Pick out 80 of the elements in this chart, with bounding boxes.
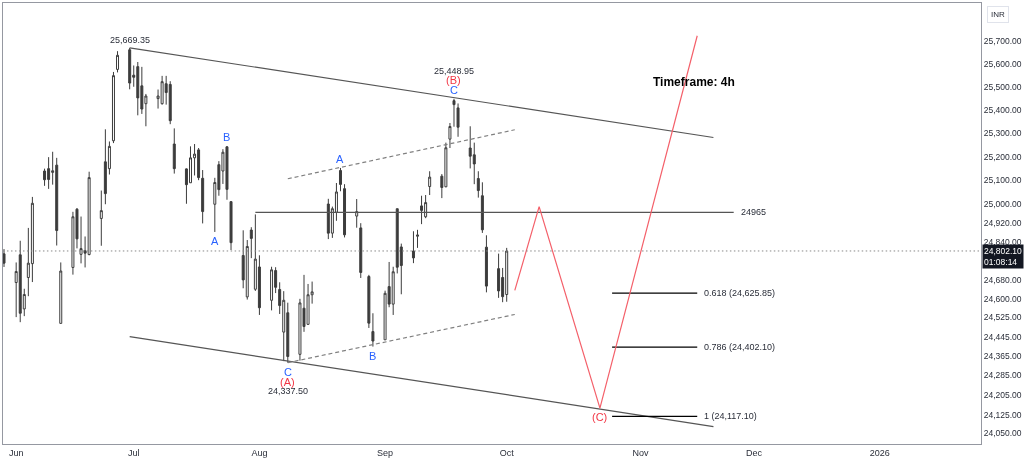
candlestick	[201, 169, 205, 224]
candlestick	[428, 170, 432, 196]
candlestick	[71, 211, 75, 276]
y-tick-label: 24,680.00	[983, 275, 1022, 286]
y-tick-label: 24,285.00	[983, 370, 1022, 381]
y-tick-label: 24,840.00	[983, 236, 1022, 247]
candlestick	[197, 147, 201, 181]
y-tick-label: 25,000.00	[983, 198, 1022, 209]
x-tick-label: Dec	[745, 447, 763, 458]
candlestick	[338, 167, 342, 192]
ref-line-label: 24,802.10 01:08:14	[984, 246, 1023, 268]
annotation: A	[336, 153, 344, 165]
y-tick-label: 24,600.00	[983, 294, 1022, 305]
candlestick	[59, 261, 63, 324]
y-tick-label: 25,700.00	[983, 35, 1022, 46]
candlestick	[47, 156, 51, 190]
candlestick	[128, 47, 132, 90]
candlestick	[3, 248, 6, 268]
annotation: B	[369, 350, 377, 362]
candlestick	[99, 190, 103, 247]
y-tick-label: 24,365.00	[983, 351, 1022, 362]
candlestick	[343, 183, 347, 238]
candlestick	[326, 198, 330, 240]
annotation: (A)	[280, 376, 295, 388]
candlestick	[476, 170, 480, 199]
y-tick-label: 24,050.00	[983, 427, 1022, 438]
annotation: Timeframe: 4h	[653, 75, 735, 89]
annotation: B	[223, 131, 231, 143]
candlestick	[456, 102, 460, 138]
annotation: 25,448.95	[434, 66, 475, 76]
candlestick	[420, 195, 424, 225]
y-tick-label: 24,445.00	[983, 331, 1022, 342]
candlestick	[229, 200, 233, 251]
annotation: (B)	[446, 74, 461, 86]
candlestick	[480, 181, 484, 234]
candlestick	[18, 240, 22, 323]
x-tick-label: Sep	[377, 447, 394, 458]
annotation: (C)	[592, 411, 608, 423]
candlestick	[391, 266, 395, 316]
annotation: 0.786 (24,402.10)	[704, 342, 776, 352]
y-tick-label: 25,500.00	[983, 81, 1022, 92]
candlestick	[160, 75, 164, 106]
candlestick	[416, 229, 419, 249]
candlestick	[225, 145, 229, 201]
candlestick	[116, 50, 120, 73]
y-tick-label: 25,100.00	[983, 175, 1022, 186]
y-tick-label: 25,200.00	[983, 151, 1022, 162]
y-tick-label: 24,525.00	[983, 312, 1022, 323]
annotation: 24965	[741, 207, 767, 217]
y-tick-label: 25,600.00	[983, 58, 1022, 69]
x-tick-label: 2026	[869, 447, 890, 458]
x-tick-label: Oct	[499, 447, 515, 458]
x-tick-label: Jun	[8, 447, 24, 458]
candlestick	[249, 226, 253, 259]
y-tick-label: 24,205.00	[983, 389, 1022, 400]
y-tick-label: 24,125.00	[983, 409, 1022, 420]
candlestick	[411, 230, 415, 264]
candlestick	[103, 128, 107, 205]
candlestick	[359, 222, 363, 279]
candlestick	[484, 234, 488, 293]
candlestick	[270, 266, 274, 311]
x-tick-label: Jul	[127, 447, 140, 458]
candlestick	[172, 127, 176, 175]
candlestick	[497, 253, 501, 299]
y-tick-label: 25,400.00	[983, 105, 1022, 116]
y-axis-title: INR	[991, 10, 1005, 19]
annotation: A	[211, 235, 219, 247]
y-tick-label: 25,300.00	[983, 128, 1022, 139]
candlestick	[505, 247, 509, 303]
annotation: C	[450, 84, 458, 96]
x-tick-label: Aug	[251, 447, 268, 458]
candlestick	[136, 61, 140, 116]
annotation: 0.618 (24,625.85)	[704, 288, 776, 298]
candlestick	[168, 80, 172, 125]
annotation: 1 (24,117.10)	[704, 411, 757, 421]
candlestick	[111, 71, 115, 144]
y-tick-label: 24,920.00	[983, 217, 1022, 228]
x-tick-label: Nov	[632, 447, 649, 458]
annotation: C	[284, 366, 292, 378]
annotation: 25,669.35	[110, 35, 151, 45]
